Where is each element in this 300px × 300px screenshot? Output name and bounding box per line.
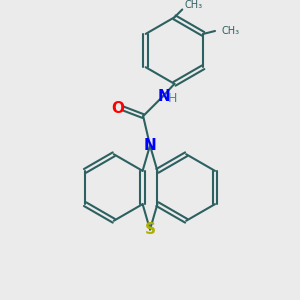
Text: CH₃: CH₃ [222, 26, 240, 36]
Text: N: N [157, 89, 170, 104]
Text: CH₃: CH₃ [184, 0, 202, 10]
Text: O: O [111, 101, 124, 116]
Text: S: S [145, 222, 155, 237]
Text: H: H [168, 92, 177, 105]
Text: N: N [144, 138, 156, 153]
